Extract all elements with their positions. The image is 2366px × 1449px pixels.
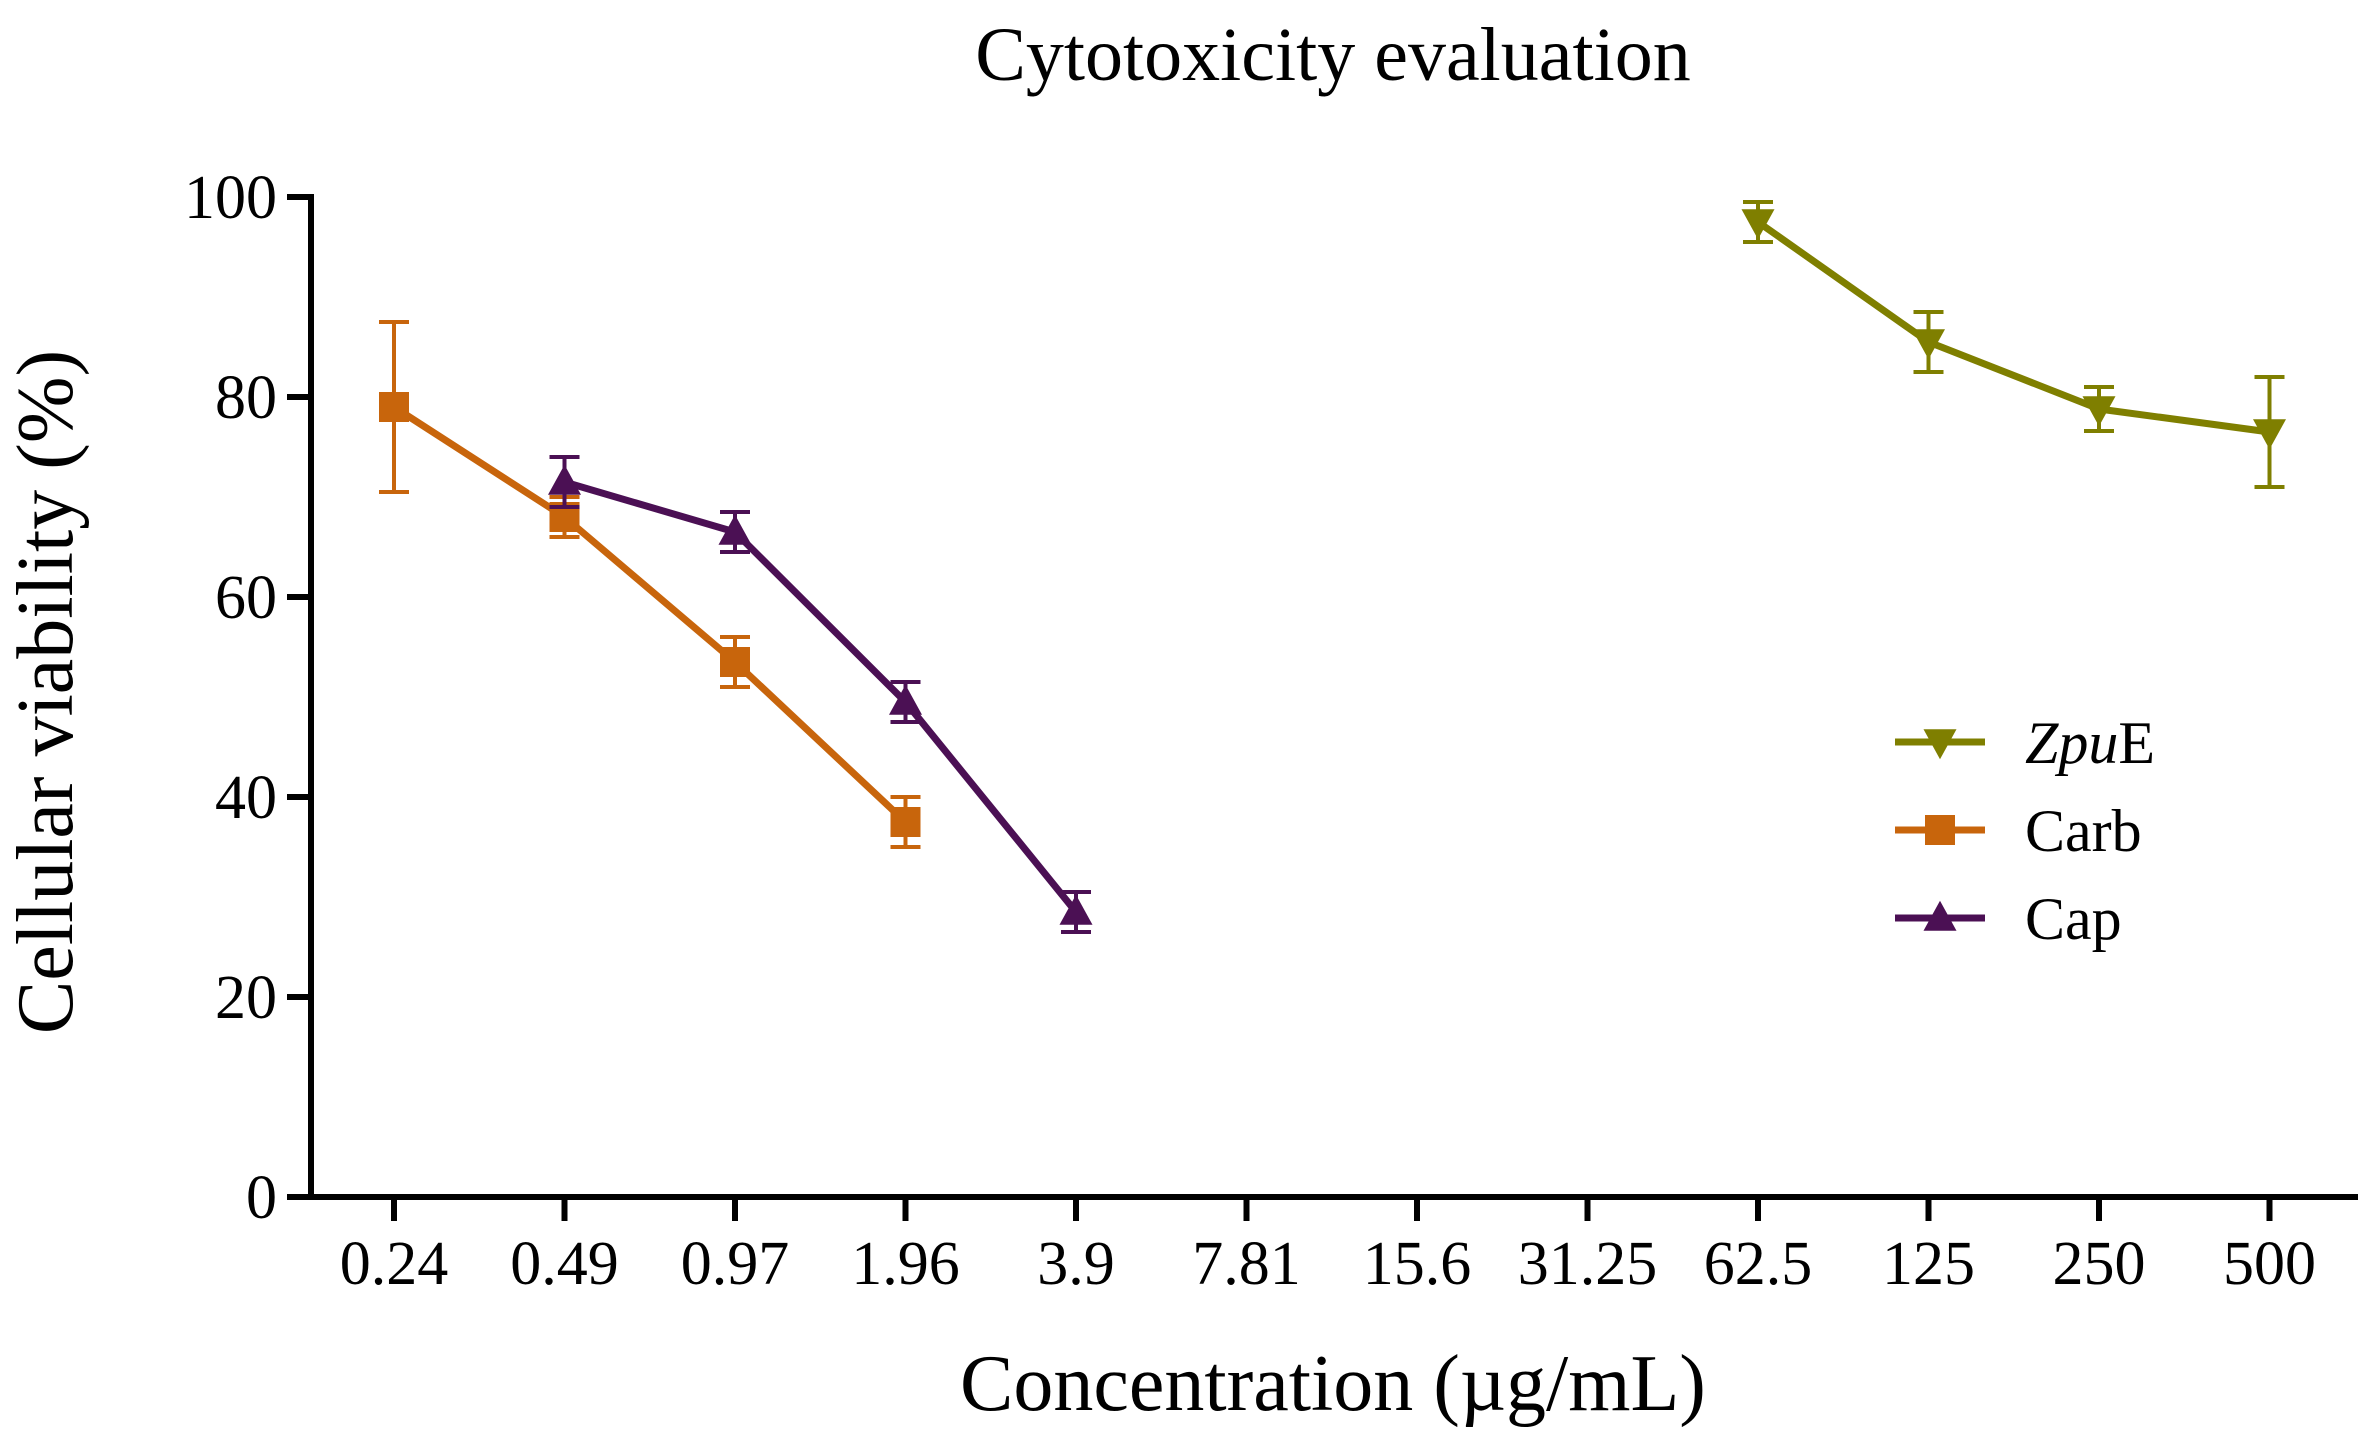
y-axis-label: Cellular viability (%) — [2, 350, 90, 1034]
x-tick-label: 500 — [2223, 1230, 2316, 1298]
legend-label-carb: Carb — [2025, 798, 2142, 864]
legend-label-zpue: ZpuE — [2025, 710, 2155, 776]
data-point-zpue — [1912, 329, 1945, 360]
series-cap — [548, 455, 1093, 934]
data-point-cap — [889, 684, 922, 715]
chart-title: Cytotoxicity evaluation — [975, 13, 1691, 97]
legend-item-carb: Carb — [1895, 798, 2142, 864]
series-zpue — [1741, 200, 2286, 489]
data-point-cap — [1059, 894, 1093, 925]
x-axis-label: Concentration (µg/mL) — [960, 1340, 1706, 1428]
x-tick-label: 0.49 — [510, 1230, 619, 1298]
legend-item-cap: Cap — [1895, 886, 2122, 952]
series-line-cap — [563, 478, 1079, 915]
y-ticks: 0 20 40 60 80 100 — [184, 164, 311, 1232]
series-layer — [379, 200, 2286, 934]
data-point-carb — [890, 807, 921, 837]
data-point-zpue — [2253, 419, 2286, 450]
x-tick-label: 15.6 — [1363, 1230, 1472, 1298]
data-point-zpue — [1741, 209, 1775, 240]
x-tick-label: 250 — [2053, 1230, 2146, 1298]
x-tick-label: 1.96 — [851, 1230, 960, 1298]
legend-item-zpue: ZpuE — [1895, 710, 2155, 776]
y-tick-label: 0 — [246, 1164, 277, 1232]
legend-marker-zpue — [1923, 729, 1957, 760]
legend-label-part: Carb — [2025, 798, 2142, 864]
data-point-carb — [720, 647, 750, 677]
x-tick-label: 7.81 — [1192, 1230, 1301, 1298]
legend-label-part: Zpu — [2025, 710, 2118, 776]
legend-label-part: Cap — [2025, 886, 2122, 952]
x-tick-label: 31.25 — [1518, 1230, 1658, 1298]
legend-marker-carb — [1925, 815, 1955, 845]
y-tick-label: 80 — [215, 364, 277, 432]
legend-marker-cap — [1923, 900, 1957, 931]
x-ticks: 0.24 0.49 0.97 1.96 3.9 7.81 15.6 31.25 62.5 125 2… — [340, 1197, 2316, 1298]
y-tick-label: 60 — [215, 564, 277, 632]
legend-label-cap: Cap — [2025, 886, 2122, 952]
data-point-cap — [718, 514, 752, 545]
x-tick-label: 0.97 — [681, 1230, 790, 1298]
x-tick-label: 0.24 — [340, 1230, 449, 1298]
data-point-carb — [379, 392, 409, 422]
x-tick-label: 3.9 — [1037, 1230, 1115, 1298]
y-tick-label: 20 — [215, 964, 277, 1032]
y-tick-label: 40 — [215, 764, 277, 832]
legend: ZpuE Carb Cap — [1895, 710, 2155, 952]
y-tick-label: 100 — [184, 164, 277, 232]
x-tick-label: 62.5 — [1704, 1230, 1813, 1298]
series-carb — [379, 320, 921, 849]
data-point-zpue — [2082, 396, 2116, 427]
series-line-zpue — [1755, 219, 2270, 436]
data-point-cap — [548, 464, 581, 495]
x-tick-label: 125 — [1882, 1230, 1975, 1298]
legend-label-part: E — [2118, 710, 2155, 776]
series-line-carb — [392, 404, 908, 825]
